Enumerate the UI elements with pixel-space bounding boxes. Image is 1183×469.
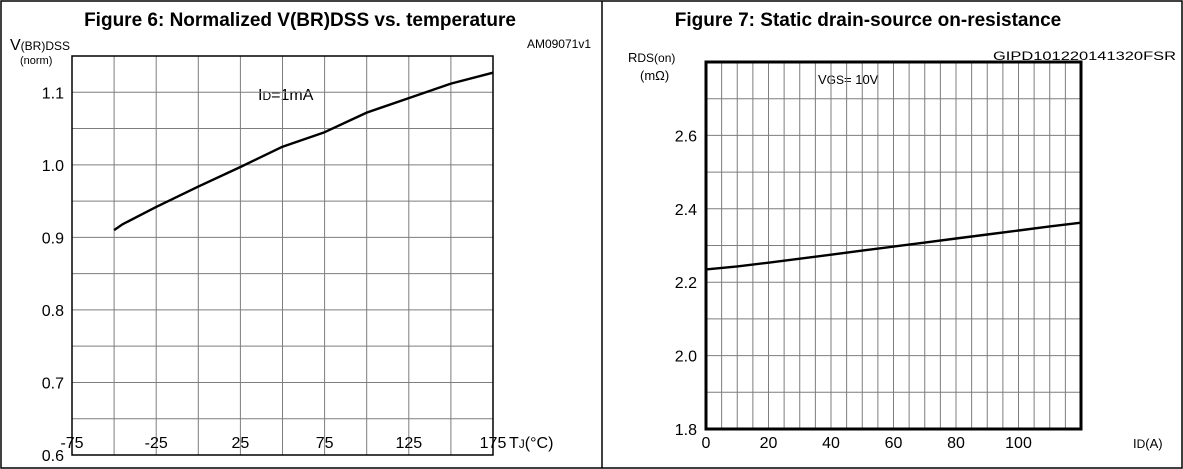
- fig7-y-tick-label: 2.4: [675, 202, 697, 219]
- fig6-y-axis-unit: (norm): [20, 55, 52, 67]
- fig6-xlabel-sub: J: [519, 437, 525, 451]
- fig7-doc-code: GIPD101220141320FSR: [993, 49, 1176, 63]
- fig6-doc-code: AM09071v1: [527, 37, 591, 51]
- fig7-x-tick-label: 100: [1005, 435, 1032, 452]
- fig7-xlabel-unit: (A): [1145, 436, 1162, 451]
- fig7-xlabel-main: I: [1133, 436, 1137, 451]
- fig7-y-axis-unit: (mΩ): [640, 68, 669, 83]
- fig7-x-axis-label: ID(A): [1133, 436, 1163, 451]
- fig6-x-tick-label: 25: [232, 435, 250, 452]
- fig7-y-tick-label: 2.6: [675, 128, 697, 145]
- fig6-x-tick-label: 175: [480, 435, 507, 452]
- fig6-series-line: [113, 71, 494, 232]
- fig7-annotation-rest: = 10V: [844, 72, 879, 87]
- fig6-xlabel-main: T: [509, 435, 519, 452]
- fig6-annotation-main: I: [258, 87, 262, 104]
- fig7-title: Figure 7: Static drain-source on-resista…: [675, 10, 1061, 31]
- fig7-xlabel-sub: D: [1137, 437, 1146, 451]
- fig6-ylabel-main: V: [10, 37, 21, 54]
- fig7-x-tick-label: 20: [760, 435, 778, 452]
- fig6-x-tick-label: 125: [395, 435, 422, 452]
- fig6-x-tick-label: 75: [316, 435, 334, 452]
- fig7-annotation-main: V: [818, 72, 827, 87]
- fig6-title: Figure 6: Normalized V(BR)DSS vs. temper…: [84, 10, 516, 31]
- fig6-plot-frame: [71, 55, 494, 456]
- fig7-y-tick-label: 2.0: [675, 349, 697, 366]
- fig6-y-tick-label: 1.1: [42, 85, 64, 102]
- fig7-annotation-sub: GS: [827, 73, 844, 87]
- fig6-y-tick-label: 1.0: [42, 158, 64, 175]
- fig6-annotation-rest: =1mA: [271, 87, 314, 104]
- fig6-y-axis-label: V(BR)DSS: [10, 37, 70, 54]
- fig7-plot-frame: [704, 60, 1083, 431]
- fig7-annotation: VGS= 10V: [818, 72, 879, 87]
- fig7-series-line: [705, 221, 1082, 271]
- fig7-x-tick-label: 0: [702, 435, 711, 452]
- fig7-x-tick-label: 80: [947, 435, 965, 452]
- fig6-x-tick-label: -25: [145, 435, 168, 452]
- fig7-ylabel-main: R: [628, 50, 637, 65]
- fig6-y-tick-label: 0.9: [42, 230, 64, 247]
- fig7-y-tick-label: 2.2: [675, 275, 697, 292]
- fig7-x-tick-label: 40: [822, 435, 840, 452]
- fig6-y-tick-label: 0.6: [42, 448, 64, 465]
- fig7-x-tick-label: 60: [885, 435, 903, 452]
- fig6-y-tick-label: 0.8: [42, 303, 64, 320]
- fig6-xlabel-unit: (°C): [525, 435, 554, 452]
- fig6-ylabel-sub: (BR)DSS: [21, 39, 70, 53]
- fig6-y-tick-label: 0.7: [42, 375, 64, 392]
- fig7-ylabel-sub: DS(on): [637, 51, 675, 65]
- fig6-x-tick-label: -75: [60, 435, 83, 452]
- fig6-x-axis-label: TJ(°C): [509, 435, 553, 452]
- fig6-annotation-sub: D: [262, 89, 271, 103]
- fig6-annotation: ID=1mA: [258, 87, 314, 104]
- plot-layer: -75 -25 25 75 125 175 0.6 0.7 0.8 0.9 1.0 1.1 0 20 40 6…: [42, 55, 1083, 465]
- fig7-y-axis-label: RDS(on): [628, 50, 675, 65]
- fig7-y-tick-label: 1.8: [675, 422, 697, 439]
